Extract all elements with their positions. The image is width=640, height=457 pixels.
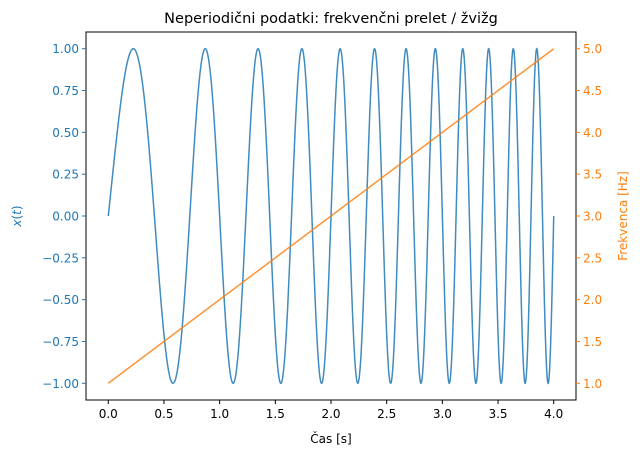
right-y-tick-label: 4.0 <box>583 126 602 140</box>
left-y-tick-label: 1.00 <box>52 42 79 56</box>
x-tick-label: 2.0 <box>321 407 340 421</box>
x-tick-label: 3.5 <box>488 407 507 421</box>
left-y-tick-label: −1.00 <box>42 377 79 391</box>
right-y-tick-label: 1.0 <box>583 377 602 391</box>
left-y-tick-label: 0.25 <box>52 168 79 182</box>
right-y-tick-label: 1.5 <box>583 335 602 349</box>
frequency-series-line <box>107 48 555 384</box>
left-y-axis-title-prefix: x <box>10 219 24 228</box>
left-y-tick-label: −0.25 <box>42 251 79 265</box>
right-y-tick-label: 3.5 <box>583 168 602 182</box>
left-y-tick-label: 0.00 <box>52 210 79 224</box>
right-y-tick-label: 4.5 <box>583 84 602 98</box>
chart-title: Neperiodični podatki: frekvenčni prelet … <box>164 11 498 27</box>
left-y-tick-label: −0.50 <box>42 293 79 307</box>
right-y-tick-label: 2.0 <box>583 293 602 307</box>
right-y-tick-label: 2.5 <box>583 251 602 265</box>
x-tick-label: 1.0 <box>210 407 229 421</box>
left-y-tick-label: 0.50 <box>52 126 79 140</box>
x-tick-label: 0.5 <box>154 407 173 421</box>
left-y-tick-label: −0.75 <box>42 335 79 349</box>
x-axis-ticks: 0.0 0.5 1.0 1.5 2.0 2.5 3.0 3.5 4.0 <box>99 400 563 421</box>
x-tick-label: 1.5 <box>266 407 285 421</box>
x-tick-label: 2.5 <box>377 407 396 421</box>
x-tick-label: 4.0 <box>544 407 563 421</box>
x-tick-label: 3.0 <box>433 407 452 421</box>
right-y-axis-ticks: 5.0 4.5 4.0 3.5 3.0 2.5 2.0 1.5 1.0 <box>576 42 602 391</box>
x-axis-title: Čas [s] <box>310 431 351 446</box>
left-y-axis-title: x(t) <box>10 205 24 227</box>
right-y-axis-title: Frekvenca [Hz] <box>616 171 630 261</box>
left-y-tick-label: 0.75 <box>52 84 79 98</box>
right-y-tick-label: 5.0 <box>583 42 602 56</box>
x-tick-label: 0.0 <box>99 407 118 421</box>
right-y-tick-label: 3.0 <box>583 210 602 224</box>
left-y-axis-ticks: 1.00 0.75 0.50 0.25 0.00 −0.25 −0.50 −0.75 −1.00 <box>42 42 86 391</box>
left-y-axis-title-var: t <box>10 209 24 215</box>
